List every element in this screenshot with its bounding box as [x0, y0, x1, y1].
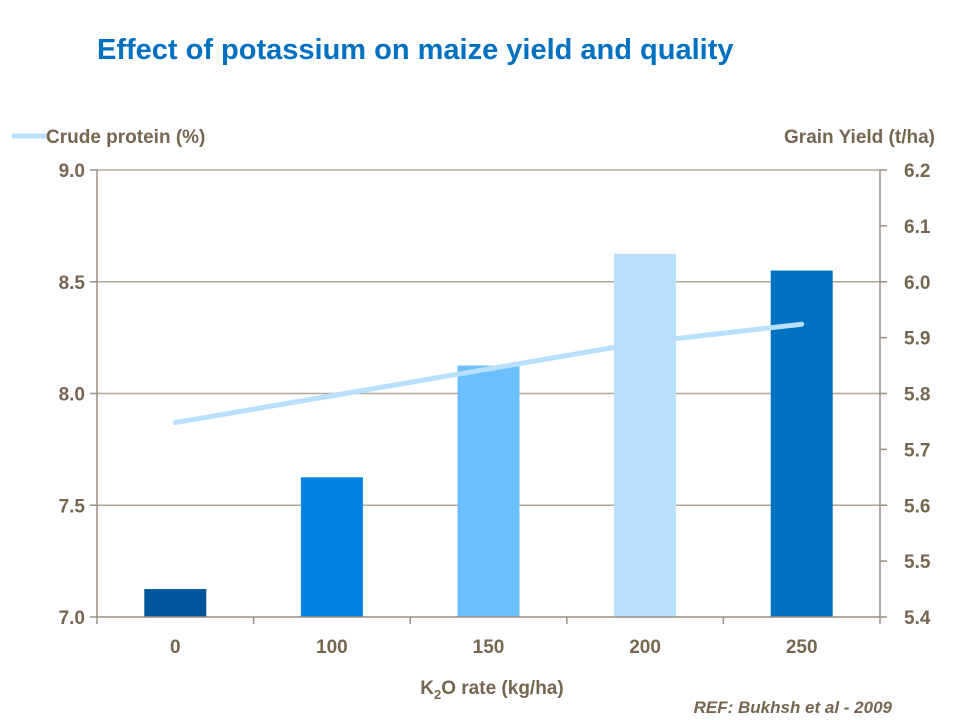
chart-title: Effect of potassium on maize yield and q…: [97, 34, 734, 66]
right-tick-label: 5.5: [904, 552, 931, 573]
left-tick-label: 7.5: [59, 496, 86, 517]
bar-100: [300, 477, 363, 617]
x-axis-label: K2O rate (kg/ha): [420, 678, 563, 702]
left-tick-label: 8.0: [59, 385, 85, 406]
right-tick-label: 6.2: [904, 161, 930, 182]
right-tick-label: 5.6: [904, 496, 930, 517]
x-tick-label: 100: [316, 637, 348, 658]
bar-200: [614, 253, 677, 617]
bar-150: [457, 365, 520, 617]
left-tick-label: 9.0: [59, 161, 85, 182]
bar-0: [144, 589, 207, 617]
x-tick-label: 250: [786, 637, 818, 658]
x-tick-label: 0: [170, 637, 181, 658]
right-tick-label: 6.0: [904, 273, 930, 294]
left-tick-label: 7.0: [59, 608, 85, 629]
right-tick-label: 5.7: [904, 440, 930, 461]
x-tick-label: 200: [629, 637, 661, 658]
reference-note: REF: Bukhsh et al - 2009: [693, 698, 892, 717]
right-tick-label: 5.8: [904, 385, 930, 406]
left-tick-label: 8.5: [59, 273, 86, 294]
x-tick-label: 150: [473, 637, 505, 658]
right-tick-label: 6.1: [904, 217, 931, 238]
right-axis-label: Grain Yield (t/ha): [784, 127, 935, 148]
right-tick-label: 5.9: [904, 329, 930, 350]
right-tick-label: 5.4: [904, 608, 931, 629]
legend-crude-protein: Crude protein (%): [46, 127, 205, 148]
